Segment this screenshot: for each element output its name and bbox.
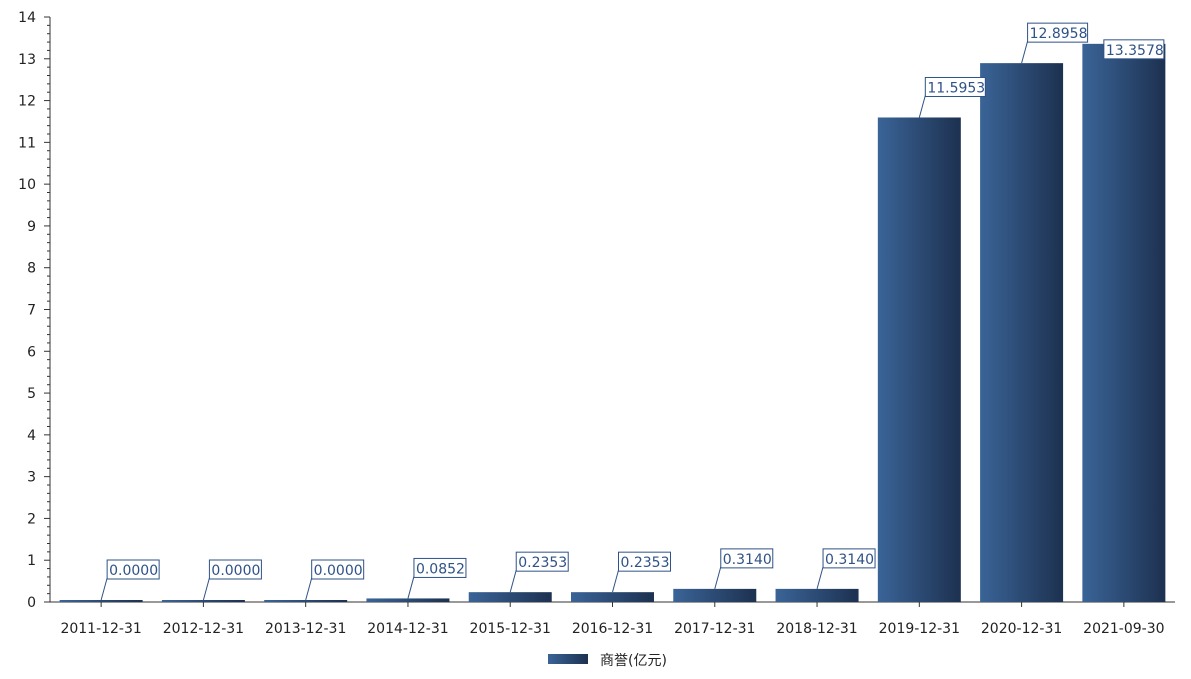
data-label-box [311, 559, 365, 580]
data-label: 0.0000 [314, 563, 363, 579]
y-tick-label: 9 [27, 219, 36, 235]
y-tick-label: 6 [27, 344, 36, 360]
data-label: 0.3140 [723, 552, 772, 568]
y-tick-label: 3 [27, 470, 36, 486]
x-tick-label: 2011-12-31 [60, 621, 141, 637]
y-tick-label: 4 [27, 428, 36, 444]
data-label-leader [202, 577, 210, 601]
bar-series [59, 43, 1166, 603]
bar[interactable] [468, 592, 552, 602]
data-label-box [822, 548, 876, 569]
bar[interactable] [264, 600, 348, 602]
bar[interactable] [673, 588, 757, 602]
data-label-box [106, 559, 160, 580]
data-label: 13.3578 [1106, 43, 1164, 59]
y-tick-label: 0 [27, 595, 36, 611]
x-tick-label: 2020-12-31 [981, 621, 1062, 637]
bar[interactable] [366, 598, 450, 602]
data-label-box [618, 551, 671, 572]
bar[interactable] [571, 592, 654, 602]
data-label-leader [612, 570, 619, 593]
y-tick-label: 13 [18, 52, 36, 68]
data-label: 0.2353 [621, 555, 670, 571]
x-tick-label: 2016-12-31 [572, 621, 653, 637]
x-tick-label: 2013-12-31 [265, 621, 346, 637]
bar[interactable] [1082, 43, 1166, 603]
bar[interactable] [980, 63, 1064, 603]
y-tick-label: 8 [27, 261, 36, 277]
data-label-leader [714, 566, 722, 590]
y-tick-label: 1 [27, 553, 36, 569]
data-label-leader [918, 95, 926, 118]
data-label-leader [509, 570, 517, 593]
data-label: 12.8958 [1030, 26, 1088, 42]
x-tick-label: 2021-09-30 [1083, 621, 1164, 637]
data-label: 0.3140 [825, 552, 874, 568]
data-label-box [1027, 22, 1089, 43]
data-label-box [924, 76, 986, 97]
y-tick-label: 2 [27, 511, 36, 527]
x-tick-label: 2015-12-31 [470, 621, 551, 637]
y-tick-label: 7 [27, 303, 36, 319]
data-label-box [720, 548, 774, 569]
data-label-leader [305, 577, 313, 601]
bar[interactable] [59, 600, 143, 602]
data-label-leader [1021, 41, 1029, 64]
data-label: 0.0852 [416, 561, 465, 577]
data-label: 11.5953 [927, 80, 985, 96]
data-label-leader [407, 576, 415, 599]
x-tick-label: 2017-12-31 [674, 621, 755, 637]
legend[interactable]: 商誉(亿元) [548, 653, 667, 669]
legend-swatch [548, 654, 588, 664]
x-tick-label: 2019-12-31 [879, 621, 960, 637]
data-label-box [515, 551, 569, 572]
x-axis: 2011-12-31 2012-12-31 2013-12-31 2014-12-31… [50, 601, 1175, 637]
data-label-box [208, 559, 262, 580]
x-tick-label: 2014-12-31 [367, 621, 448, 637]
x-tick-label: 2018-12-31 [776, 621, 857, 637]
y-tick-label: 11 [18, 135, 36, 151]
data-label-leader [816, 566, 824, 590]
data-label: 0.0000 [109, 563, 158, 579]
legend-label: 商誉(亿元) [600, 653, 667, 669]
y-tick-label: 5 [27, 386, 36, 402]
y-tick-label: 14 [18, 10, 36, 26]
y-tick-label: 12 [18, 94, 36, 110]
data-label: 0.2353 [518, 555, 567, 571]
x-tick-label: 2012-12-31 [163, 621, 244, 637]
data-label-box [1103, 39, 1165, 60]
data-label: 0.0000 [211, 563, 260, 579]
y-tick-label: 10 [18, 177, 36, 193]
bar[interactable] [877, 117, 961, 602]
data-labels: 0.0000 0.0000 0.0000 0.0852 0.2353 0.2353 0.31… [100, 22, 1165, 601]
bar[interactable] [775, 588, 859, 602]
bar[interactable] [161, 600, 245, 602]
data-label-leader [100, 577, 108, 601]
data-label-box [413, 557, 467, 578]
